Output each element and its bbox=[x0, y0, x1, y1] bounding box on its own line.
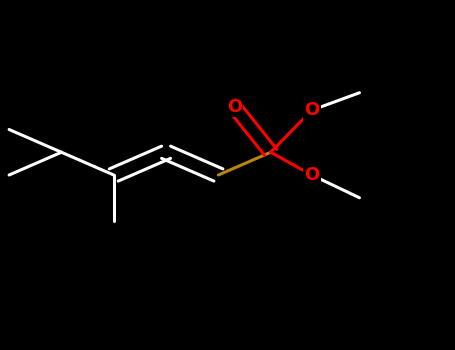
Text: O: O bbox=[227, 98, 242, 116]
Text: O: O bbox=[304, 101, 319, 119]
Text: O: O bbox=[304, 166, 319, 184]
